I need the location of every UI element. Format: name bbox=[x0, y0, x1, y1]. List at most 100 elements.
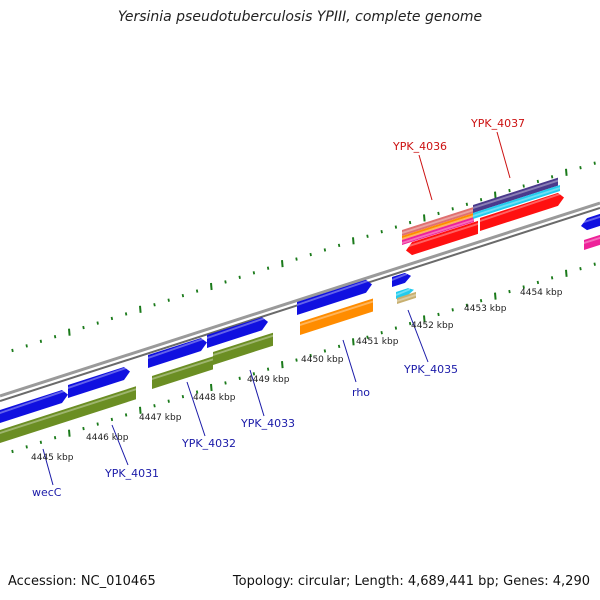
lower-tick bbox=[124, 413, 128, 417]
lower-tick bbox=[437, 312, 440, 317]
tick-labels: 4445 kbp 4446 kbp 4447 kbp 4448 kbp 4449 kbp… bbox=[31, 288, 563, 463]
upper-tick bbox=[579, 166, 582, 170]
lower-tick bbox=[295, 358, 298, 362]
cds-blue-6-shine bbox=[392, 272, 407, 281]
cds-green-1-shine bbox=[0, 388, 136, 434]
lower-tick bbox=[494, 292, 497, 300]
upper-tick bbox=[494, 191, 497, 199]
cds-orange-thin-shine bbox=[402, 214, 474, 240]
lower-tick bbox=[465, 303, 469, 307]
cds-purple-shine bbox=[473, 179, 558, 209]
upper-tick bbox=[139, 305, 142, 313]
upper-tick bbox=[408, 220, 412, 225]
upper-tick bbox=[195, 289, 199, 293]
cds-purple bbox=[473, 177, 558, 213]
cds-blue-4-shine bbox=[207, 317, 264, 339]
cds-red-2-shine bbox=[480, 192, 560, 222]
upper-tick bbox=[437, 211, 440, 216]
tick-label: 4447 kbp bbox=[139, 413, 182, 423]
upper-tick bbox=[380, 229, 383, 234]
cds-green-3 bbox=[213, 332, 273, 365]
gene-label: YPK_4033 bbox=[240, 417, 295, 430]
cds-blue-2 bbox=[68, 366, 130, 398]
lower-tick bbox=[181, 394, 185, 399]
cds-red-1-shine bbox=[406, 222, 478, 248]
cds-cyan-small bbox=[396, 288, 414, 299]
upper-tick bbox=[295, 257, 298, 261]
upper-tick bbox=[11, 348, 14, 353]
gene-label: wecC bbox=[32, 486, 62, 499]
tick-label: 4449 kbp bbox=[247, 375, 290, 385]
cds-blue-7 bbox=[581, 213, 600, 231]
tick-label: 4450 kbp bbox=[301, 355, 344, 365]
backbone-outer bbox=[0, 201, 600, 398]
lower-tick bbox=[522, 285, 525, 289]
lower-tick bbox=[195, 390, 199, 394]
upper-tick bbox=[593, 161, 596, 165]
gene-label: YPK_4036 bbox=[392, 140, 447, 153]
cds-salmon bbox=[402, 206, 474, 236]
gene-label: rho bbox=[352, 386, 370, 399]
cds-green-3-shine bbox=[213, 334, 273, 356]
upper-tick bbox=[309, 252, 312, 257]
cds-blue-3 bbox=[148, 337, 207, 368]
leader-line bbox=[342, 339, 357, 383]
tick-label: 4454 kbp bbox=[520, 288, 563, 298]
cds-orange-thin bbox=[402, 212, 474, 240]
cds-blue-5 bbox=[297, 279, 372, 315]
cds-pink-thin bbox=[402, 216, 474, 245]
lower-tick-row bbox=[11, 262, 596, 454]
lower-tick bbox=[408, 321, 412, 326]
cds-blue-1-shine bbox=[0, 390, 64, 414]
lower-tick bbox=[593, 262, 596, 266]
lower-tick bbox=[380, 330, 383, 335]
lower-tick bbox=[110, 417, 114, 422]
upper-tick bbox=[465, 202, 469, 206]
lower-tick bbox=[39, 440, 43, 444]
lower-tick bbox=[451, 308, 454, 312]
cds-red-2 bbox=[480, 192, 564, 231]
upper-tick bbox=[281, 260, 284, 268]
upper-tick bbox=[266, 266, 270, 270]
tick-label: 4448 kbp bbox=[193, 393, 236, 403]
lower-tick bbox=[96, 422, 99, 426]
lower-tick bbox=[266, 367, 270, 371]
cds-pink-thin-shine bbox=[402, 218, 474, 244]
upper-tick bbox=[479, 198, 483, 202]
lower-tick bbox=[68, 429, 71, 437]
cds-pink-edge-shine bbox=[584, 236, 600, 244]
upper-tick bbox=[337, 243, 341, 248]
lower-tick bbox=[352, 338, 355, 346]
lower-tick bbox=[139, 406, 142, 414]
lower-tick bbox=[508, 289, 511, 294]
lower-tick bbox=[579, 267, 582, 271]
cds-blue-1 bbox=[0, 390, 68, 423]
upper-tick bbox=[96, 321, 99, 325]
cds-cyan-small-shine bbox=[396, 288, 410, 296]
accession-text: Accession: NC_010465 bbox=[8, 574, 156, 589]
upper-tick bbox=[124, 312, 128, 316]
leader-line bbox=[249, 369, 265, 417]
cds-green-1 bbox=[0, 386, 136, 443]
upper-tick bbox=[394, 225, 398, 229]
tick-label: 4445 kbp bbox=[31, 453, 74, 463]
lower-tick bbox=[479, 299, 483, 303]
cds-blue-3-shine bbox=[148, 338, 203, 359]
cds-blue-6 bbox=[392, 272, 411, 287]
cds-salmon-shine bbox=[402, 208, 474, 234]
tick-label: 4451 kbp bbox=[356, 337, 399, 347]
gene-label: YPK_4037 bbox=[470, 117, 525, 130]
lower-tick bbox=[323, 349, 327, 353]
upper-tick bbox=[352, 237, 355, 245]
leader-line bbox=[407, 309, 429, 363]
upper-tick bbox=[323, 248, 327, 252]
cds-cyan-shine bbox=[473, 187, 560, 217]
leader-line bbox=[186, 381, 206, 437]
summary-text: Topology: circular; Length: 4,689,441 bp… bbox=[232, 574, 590, 589]
lower-tick bbox=[394, 326, 398, 330]
upper-tick bbox=[536, 179, 540, 184]
upper-tick bbox=[565, 168, 568, 176]
upper-tick bbox=[366, 234, 369, 238]
map-title: Yersinia pseudotuberculosis YPIII, compl… bbox=[117, 9, 483, 25]
